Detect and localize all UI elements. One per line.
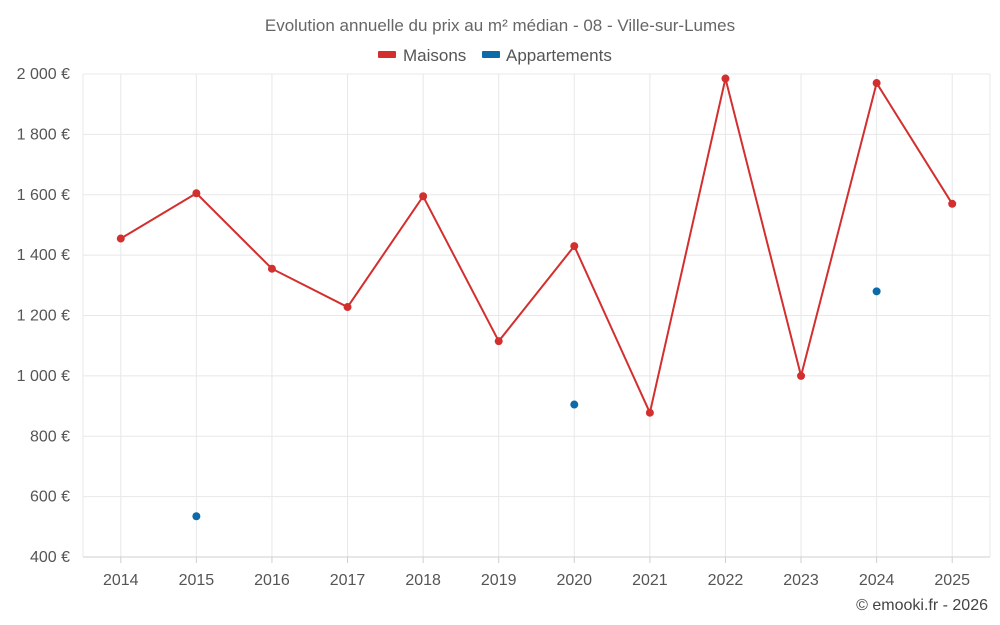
x-tick-label: 2021 xyxy=(632,572,668,589)
data-point-maisons[interactable] xyxy=(797,371,806,380)
data-point-appartements[interactable] xyxy=(872,287,881,296)
data-point-appartements[interactable] xyxy=(570,400,579,409)
x-tick-label: 2014 xyxy=(103,572,139,589)
y-tick-label: 1 400 € xyxy=(17,247,70,264)
y-tick-label: 800 € xyxy=(30,428,70,445)
data-point-maisons[interactable] xyxy=(872,79,881,88)
chart-title: Evolution annuelle du prix au m² médian … xyxy=(265,16,735,35)
y-tick-label: 600 € xyxy=(30,489,70,506)
y-tick-label: 1 000 € xyxy=(17,368,70,385)
x-tick-label: 2022 xyxy=(708,572,744,589)
x-tick-label: 2025 xyxy=(934,572,970,589)
credit: © emooki.fr - 2026 xyxy=(856,597,988,614)
x-tick-label: 2017 xyxy=(330,572,366,589)
series xyxy=(116,74,957,521)
legend-label-maisons[interactable]: Maisons xyxy=(403,46,466,65)
y-tick-label: 1 800 € xyxy=(17,126,70,143)
legend-swatch-maisons[interactable] xyxy=(378,51,396,58)
data-point-maisons[interactable] xyxy=(343,303,352,312)
y-tick-label: 400 € xyxy=(30,549,70,566)
x-tick-label: 2016 xyxy=(254,572,290,589)
grid xyxy=(82,73,991,557)
data-point-maisons[interactable] xyxy=(192,189,201,198)
x-tick-label: 2020 xyxy=(556,572,592,589)
x-tick-label: 2015 xyxy=(179,572,215,589)
data-point-maisons[interactable] xyxy=(494,337,503,346)
data-point-maisons[interactable] xyxy=(419,192,428,201)
legend-label-appartements[interactable]: Appartements xyxy=(506,46,612,65)
x-tick-label: 2018 xyxy=(405,572,441,589)
y-tick-label: 2 000 € xyxy=(17,66,70,83)
x-tick-label: 2023 xyxy=(783,572,819,589)
data-point-maisons[interactable] xyxy=(267,264,276,273)
data-point-maisons[interactable] xyxy=(116,234,125,243)
data-point-maisons[interactable] xyxy=(721,74,730,83)
axes: 400 € 600 € 800 € 1 000 € 1 200 € 1 400 € 1 60… xyxy=(17,66,990,589)
x-tick-label: 2019 xyxy=(481,572,517,589)
legend: Maisons Appartements xyxy=(378,46,612,65)
y-tick-label: 1 600 € xyxy=(17,187,70,204)
legend-swatch-appartements[interactable] xyxy=(482,51,500,58)
data-point-maisons[interactable] xyxy=(948,199,957,208)
series-line-maisons xyxy=(120,78,954,416)
data-point-maisons[interactable] xyxy=(645,408,654,417)
y-tick-label: 1 200 € xyxy=(17,308,70,325)
data-point-maisons[interactable] xyxy=(570,242,579,251)
data-point-appartements[interactable] xyxy=(192,512,201,521)
x-tick-label: 2024 xyxy=(859,572,895,589)
